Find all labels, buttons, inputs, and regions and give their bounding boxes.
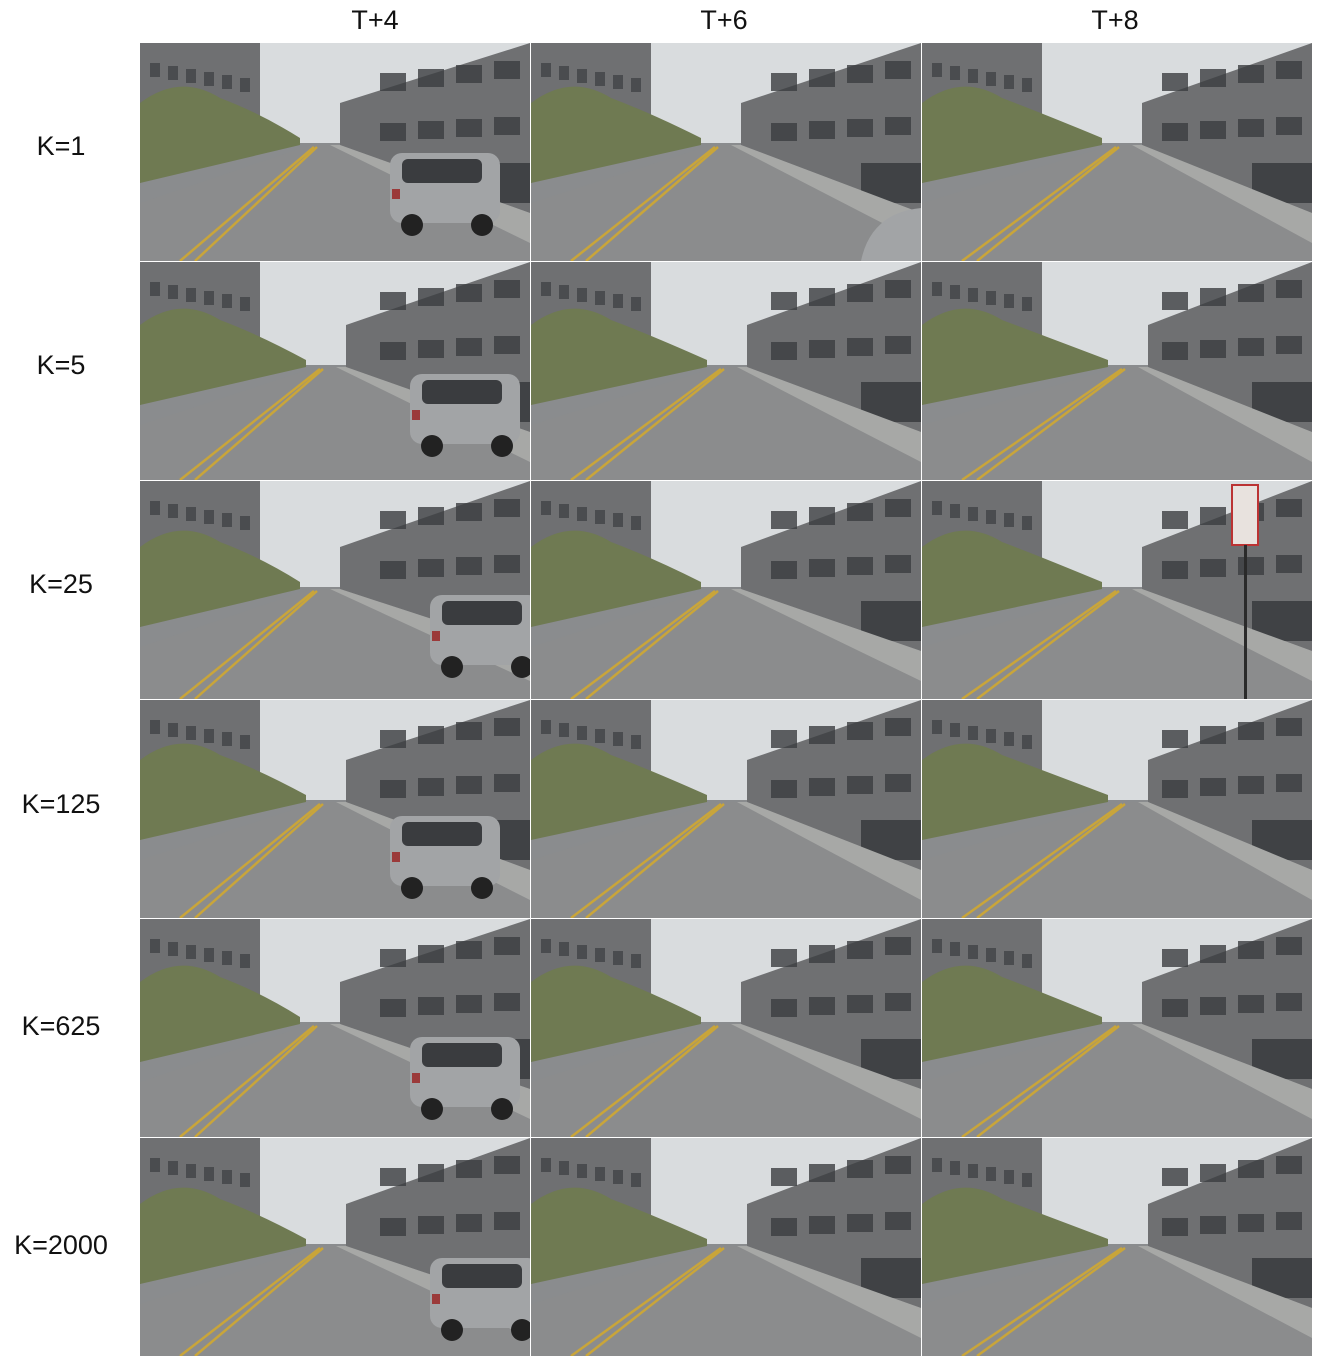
frame-r3-c3 xyxy=(922,481,1312,699)
frame-r1-c2 xyxy=(531,43,921,261)
row-label-k5: K=5 xyxy=(36,350,86,380)
frame-r5-c3 xyxy=(922,919,1312,1137)
frame-r4-c2 xyxy=(531,700,921,918)
frame-r5-c1 xyxy=(140,919,530,1137)
frame-r1-c3 xyxy=(922,43,1312,261)
column-header-t4: T+4 xyxy=(351,5,399,35)
row-label-k1: K=1 xyxy=(36,131,86,161)
frame-r5-c2 xyxy=(531,919,921,1137)
row-label-k25: K=25 xyxy=(29,569,93,599)
column-header-t6: T+6 xyxy=(700,5,748,35)
frame-r3-c2 xyxy=(531,481,921,699)
frame-r6-c2 xyxy=(531,1138,921,1356)
frame-r4-c3 xyxy=(922,700,1312,918)
frame-r3-c1 xyxy=(140,481,530,699)
row-label-k2000: K=2000 xyxy=(14,1230,108,1260)
row-label-k625: K=625 xyxy=(21,1011,101,1041)
frame-r2-c3 xyxy=(922,262,1312,480)
frame-r2-c1 xyxy=(140,262,530,480)
frame-r1-c1 xyxy=(140,43,530,261)
frame-r2-c2 xyxy=(531,262,921,480)
image-grid xyxy=(140,43,1312,1359)
frame-r6-c3 xyxy=(922,1138,1312,1356)
column-header-t8: T+8 xyxy=(1091,5,1139,35)
frame-r4-c1 xyxy=(140,700,530,918)
row-label-k125: K=125 xyxy=(21,789,101,819)
frame-r6-c1 xyxy=(140,1138,530,1356)
